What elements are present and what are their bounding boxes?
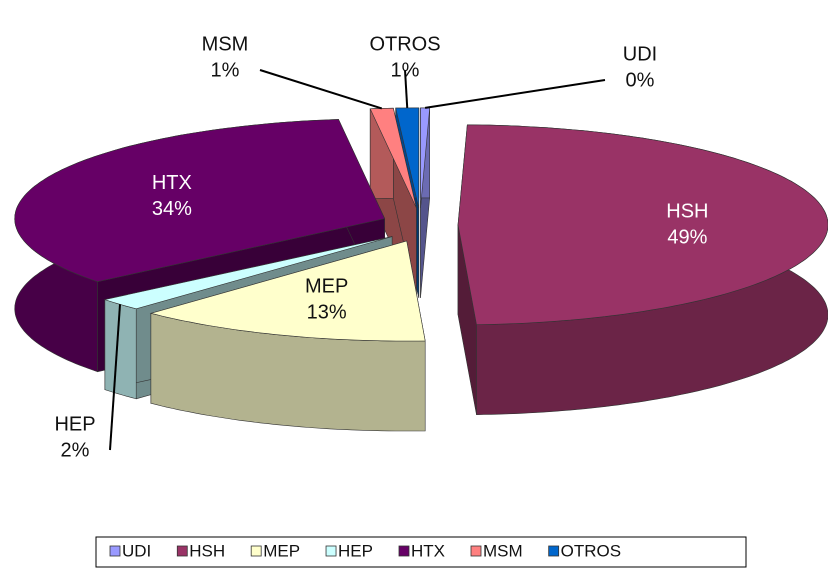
legend-box [95, 536, 747, 568]
legend-label: OTROS [561, 541, 621, 560]
legend-label: HSH [189, 541, 225, 560]
slice-label: HEP [54, 413, 95, 435]
slice-label: HSH [666, 200, 708, 222]
leader-line [109, 304, 122, 451]
slice [369, 107, 417, 209]
legend-swatch [109, 545, 121, 557]
slice-side [104, 299, 137, 400]
slice-label: UDI [623, 43, 657, 65]
slice-label: OTROS [369, 33, 440, 55]
slice [457, 124, 828, 326]
legend-label: HTX [411, 541, 445, 560]
legend-swatch [548, 545, 560, 557]
legend: UDI HSH MEP HEP HTX MSM OTROS [95, 536, 747, 568]
legend-label: MEP [263, 541, 300, 560]
leader-line [424, 79, 606, 109]
slice [14, 119, 386, 283]
slice-value-label: 49% [667, 226, 707, 248]
slice-value-label: 13% [307, 301, 347, 323]
slice [149, 240, 426, 432]
slice-value-label: 2% [61, 439, 90, 461]
slice-label: MEP [305, 275, 348, 297]
slice [103, 236, 393, 310]
slice-label: MSM [202, 33, 249, 55]
legend-swatch [250, 545, 262, 557]
slice-value-label: 34% [152, 198, 192, 220]
slice-value-label: 1% [391, 59, 420, 81]
slice [420, 107, 431, 298]
legend-swatch [176, 545, 188, 557]
slice [395, 107, 420, 208]
leader-line [259, 69, 383, 110]
slice [457, 124, 828, 416]
legend-label: HEP [338, 541, 373, 560]
slice-label: HTX [152, 172, 192, 194]
slice-value-label: 0% [626, 69, 655, 91]
legend-label: UDI [122, 541, 151, 560]
slice-value-label: 1% [211, 59, 240, 81]
legend-label: MSM [483, 541, 523, 560]
legend-swatch [325, 545, 337, 557]
slice [420, 107, 431, 208]
leader-line [404, 69, 409, 109]
slice [149, 240, 426, 342]
legend-swatch [398, 545, 410, 557]
legend-swatch [470, 545, 482, 557]
